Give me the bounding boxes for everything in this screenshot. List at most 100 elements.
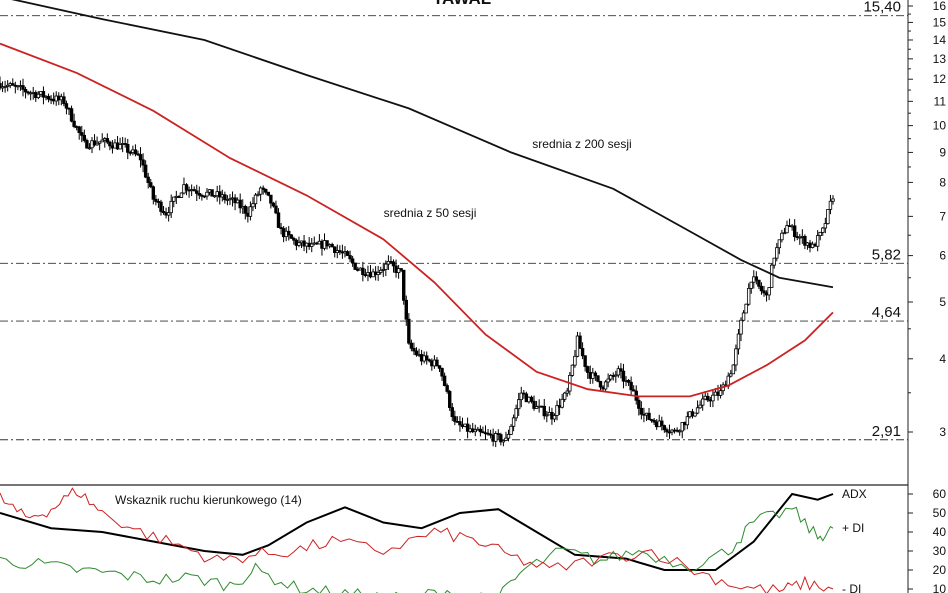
candle-body xyxy=(511,417,516,427)
candle-body xyxy=(828,200,833,210)
candle-body xyxy=(287,230,291,236)
candle-body xyxy=(310,243,314,247)
candle-body xyxy=(166,212,171,216)
candle-body xyxy=(381,269,385,271)
candle-body xyxy=(414,350,419,356)
candle-body xyxy=(626,380,631,383)
candle-body xyxy=(499,434,503,443)
candle-body xyxy=(264,188,268,193)
candle-body xyxy=(85,140,89,149)
candle-body xyxy=(210,189,214,197)
candle-body xyxy=(256,193,260,196)
candle-body xyxy=(785,225,789,234)
candle-body xyxy=(465,423,470,432)
candle-body xyxy=(141,159,145,166)
candle-body xyxy=(62,96,66,104)
y-tick-label: 5 xyxy=(939,295,946,309)
candle-body xyxy=(565,390,569,394)
candle-body xyxy=(552,415,557,420)
reference-lines: 15,40 5,82 4,64 2,91 xyxy=(0,0,908,441)
candle-body xyxy=(585,366,590,373)
candle-body xyxy=(445,385,449,392)
dmi-y-tick-label: 30 xyxy=(933,544,947,558)
dmi-y-tick-label: 10 xyxy=(933,582,947,593)
y-tick-label: 3 xyxy=(939,425,946,439)
candle-body xyxy=(514,408,518,419)
candle-body xyxy=(815,235,820,247)
candle-body xyxy=(258,187,263,195)
candle-body xyxy=(325,240,329,247)
dmi-y-tick-label: 50 xyxy=(933,506,947,520)
candle-body xyxy=(637,399,641,409)
adx-line xyxy=(0,492,834,571)
candle-body xyxy=(238,199,242,209)
candle-body xyxy=(105,138,110,143)
candle-body xyxy=(159,201,163,212)
candle-body xyxy=(399,268,403,271)
candle-body xyxy=(695,407,700,414)
dmi-y-tick-label: 60 xyxy=(933,487,947,501)
candle-body xyxy=(631,389,636,392)
candle-body xyxy=(77,126,81,133)
candle-body xyxy=(126,144,130,153)
candle-body xyxy=(665,429,669,433)
y-tick-label: 7 xyxy=(939,209,946,223)
candle-body xyxy=(598,380,603,388)
candle-body xyxy=(169,200,173,214)
candle-body xyxy=(333,246,337,254)
candle-body xyxy=(450,407,454,418)
y-tick-label: 16 xyxy=(933,0,947,13)
candle-body xyxy=(803,236,807,246)
candle-body xyxy=(744,303,748,314)
candle-body xyxy=(345,251,350,256)
dmi-title: Wskaznik ruchu kierunkowego (14) xyxy=(115,493,302,507)
candle-body xyxy=(453,416,457,422)
reference-label: 5,82 xyxy=(872,246,901,263)
candle-body xyxy=(473,429,477,433)
candle-body xyxy=(649,419,654,421)
candle-body xyxy=(184,184,189,191)
moving-averages xyxy=(0,0,834,398)
candle-body xyxy=(680,422,684,432)
candle-body xyxy=(223,194,227,201)
candle-body xyxy=(197,193,202,196)
candle-body xyxy=(616,368,621,376)
candle-body xyxy=(772,257,776,266)
candle-body xyxy=(826,209,830,225)
candle-body xyxy=(437,365,442,369)
y-tick-label: 6 xyxy=(939,249,946,263)
candle-body xyxy=(619,368,623,372)
candlesticks xyxy=(0,76,835,448)
candle-body xyxy=(172,196,176,202)
candle-body xyxy=(749,281,753,289)
reference-label: 15,40 xyxy=(863,0,901,16)
candle-body xyxy=(179,192,184,198)
candle-body xyxy=(427,359,431,362)
candle-body xyxy=(494,433,498,442)
candle-body xyxy=(517,399,521,410)
candle-body xyxy=(123,143,127,145)
dmi-series-label: - DI xyxy=(842,582,861,593)
dmi-panel: 10 20 30 40 50 60 ADX + DI - DI xyxy=(0,487,946,593)
chart-title: TAWAL xyxy=(433,0,491,8)
candle-body xyxy=(442,375,447,386)
candle-body xyxy=(404,299,408,320)
candle-body xyxy=(0,83,2,89)
candle-body xyxy=(777,239,782,249)
candle-body xyxy=(698,404,702,409)
candle-body xyxy=(506,433,511,439)
candle-body xyxy=(353,262,357,270)
candle-body xyxy=(143,164,148,178)
candle-body xyxy=(782,232,787,235)
candle-body xyxy=(271,202,276,207)
candle-body xyxy=(677,430,682,433)
candle-body xyxy=(652,420,656,423)
candle-body xyxy=(149,182,153,188)
candle-body xyxy=(435,359,439,367)
candle-body xyxy=(555,405,559,416)
candle-body xyxy=(736,333,741,350)
y-tick-label: 13 xyxy=(933,52,947,66)
candle-body xyxy=(606,378,610,383)
candle-body xyxy=(276,212,281,228)
ma-line xyxy=(0,42,834,398)
